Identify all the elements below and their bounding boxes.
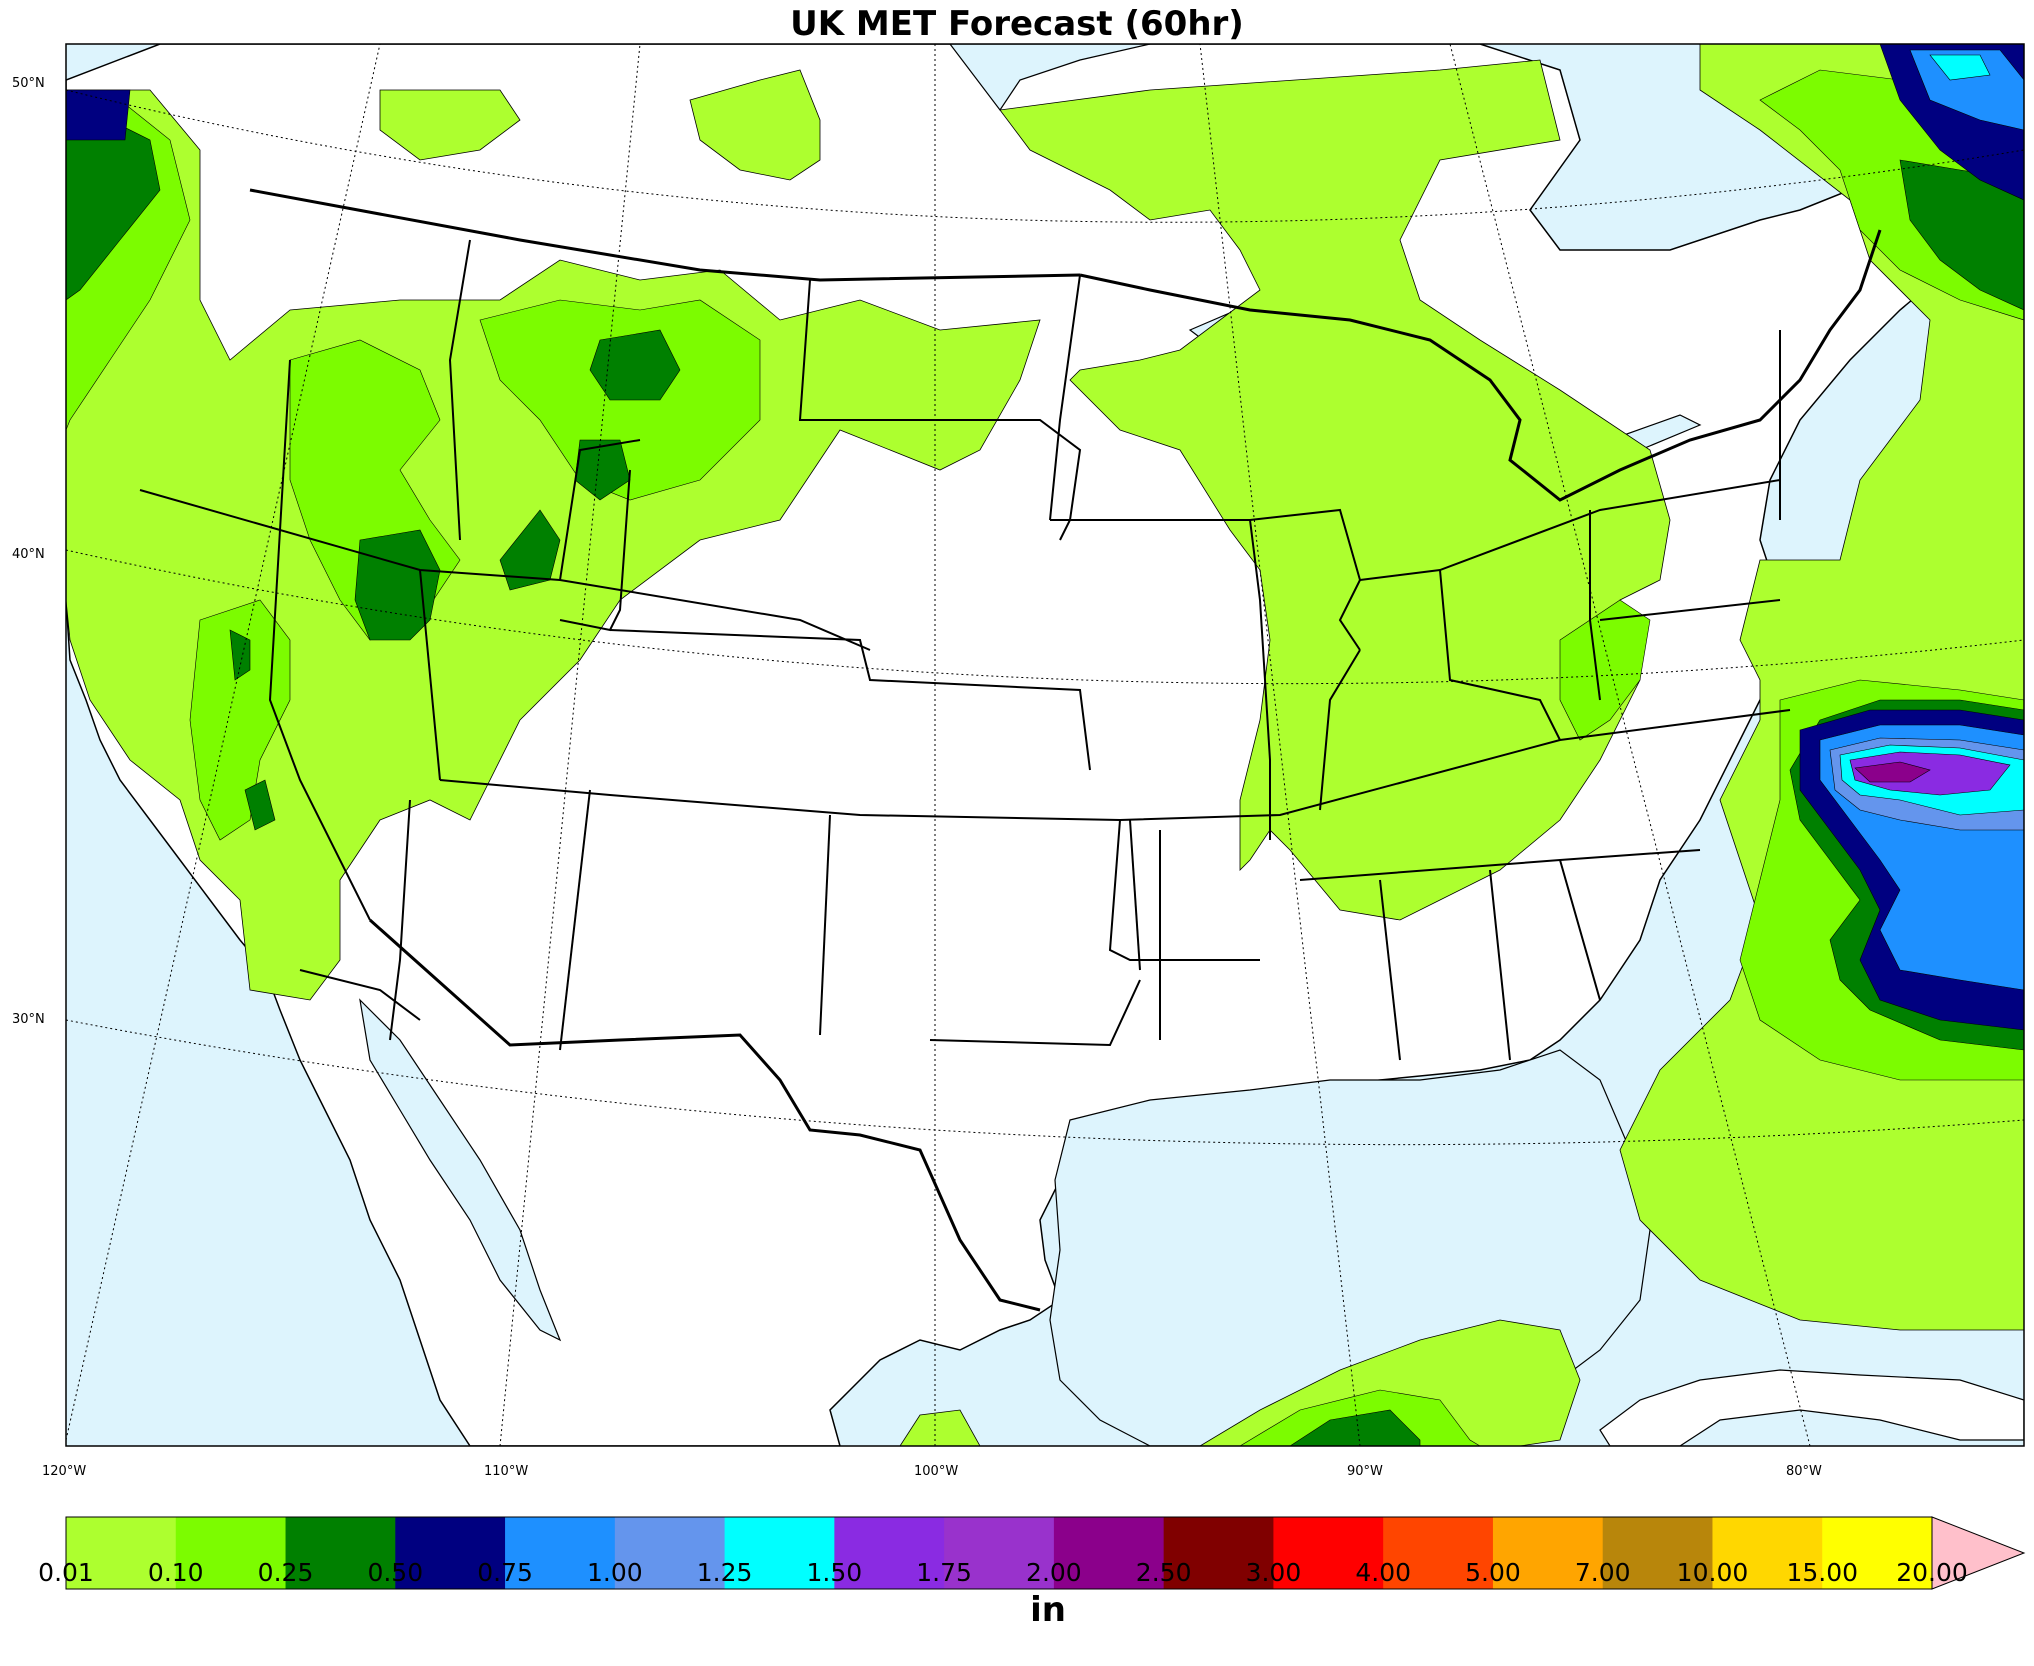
lat-label-30: 30°N bbox=[12, 1012, 45, 1027]
lon-label-90w: 90°W bbox=[1347, 1464, 1383, 1479]
colorbar-tick-label: 5.00 bbox=[1465, 1558, 1521, 1587]
colorbar-tick-label: 0.75 bbox=[477, 1558, 533, 1587]
colorbar-bin-5 bbox=[614, 1517, 726, 1589]
colorbar-bin-12 bbox=[1383, 1517, 1494, 1589]
map-frame bbox=[65, 43, 2025, 1447]
state-boundaries bbox=[139, 188, 1882, 1312]
colorbar-tick-label: 1.50 bbox=[806, 1558, 863, 1587]
colorbar-bin-10 bbox=[1163, 1517, 1274, 1589]
colorbar-tick-label: 10.00 bbox=[1676, 1558, 1749, 1587]
colorbar-tick-label: 1.00 bbox=[586, 1558, 643, 1587]
colorbar bbox=[65, 1516, 2026, 1590]
colorbar-bin-0 bbox=[66, 1517, 177, 1589]
colorbar-bin-1 bbox=[175, 1517, 287, 1589]
colorbar-bin-7 bbox=[834, 1517, 945, 1589]
colorbar-tick-label: 0.50 bbox=[367, 1558, 424, 1587]
map-title: UK MET Forecast (60hr) bbox=[790, 4, 1244, 44]
colorbar-tick-label: 2.00 bbox=[1026, 1558, 1082, 1587]
lon-label-120w: 120°W bbox=[42, 1464, 87, 1479]
colorbar-bin-14 bbox=[1602, 1517, 1713, 1589]
lon-label-110w: 110°W bbox=[484, 1464, 529, 1479]
colorbar-bin-2 bbox=[285, 1517, 396, 1589]
colorbar-bin-15 bbox=[1712, 1517, 1823, 1589]
hudson-bay bbox=[949, 44, 1151, 112]
colorbar-tick-label: 1.25 bbox=[696, 1558, 753, 1587]
colorbar-tick-label: 1.75 bbox=[916, 1558, 972, 1587]
lon-label-100w: 100°W bbox=[914, 1464, 959, 1479]
colorbar-tick-label: 20.00 bbox=[1896, 1558, 1968, 1587]
precip-1.50 bbox=[1849, 751, 2011, 796]
lat-label-50: 50°N bbox=[12, 76, 45, 91]
colorbar-tick-label: 0.01 bbox=[38, 1558, 94, 1587]
colorbar-tick-label: 15.00 bbox=[1786, 1558, 1859, 1587]
colorbar-tick-label: 7.00 bbox=[1574, 1558, 1631, 1587]
colorbar-bin-8 bbox=[944, 1517, 1055, 1589]
colorbar-tick-label: 2.50 bbox=[1135, 1558, 1192, 1587]
colorbar-bin-13 bbox=[1492, 1517, 1604, 1589]
colorbar-bin-3 bbox=[395, 1517, 506, 1589]
colorbar-tick-label: 0.10 bbox=[147, 1558, 204, 1587]
colorbar-tick-label: 3.00 bbox=[1245, 1558, 1302, 1587]
colorbar-bin-4 bbox=[505, 1517, 616, 1589]
lat-label-40: 40°N bbox=[12, 547, 45, 562]
colorbar-tick-label: 0.25 bbox=[257, 1558, 314, 1587]
precip-2.00 bbox=[1854, 761, 1931, 783]
colorbar-bin-9 bbox=[1053, 1517, 1165, 1589]
graticule bbox=[66, 44, 2024, 1446]
cuba bbox=[1599, 1369, 2024, 1446]
colorbar-tick-label: 4.00 bbox=[1355, 1558, 1412, 1587]
colorbar-bin-16 bbox=[1822, 1517, 1933, 1589]
colorbar-bin-6 bbox=[724, 1517, 835, 1589]
colorbar-bin-11 bbox=[1273, 1517, 1384, 1589]
colorbar-outline bbox=[65, 1516, 1933, 1590]
gulf-of-california bbox=[359, 998, 562, 1342]
lon-label-80w: 80°W bbox=[1786, 1464, 1822, 1479]
colorbar-unit-label: in bbox=[1030, 1590, 1066, 1630]
